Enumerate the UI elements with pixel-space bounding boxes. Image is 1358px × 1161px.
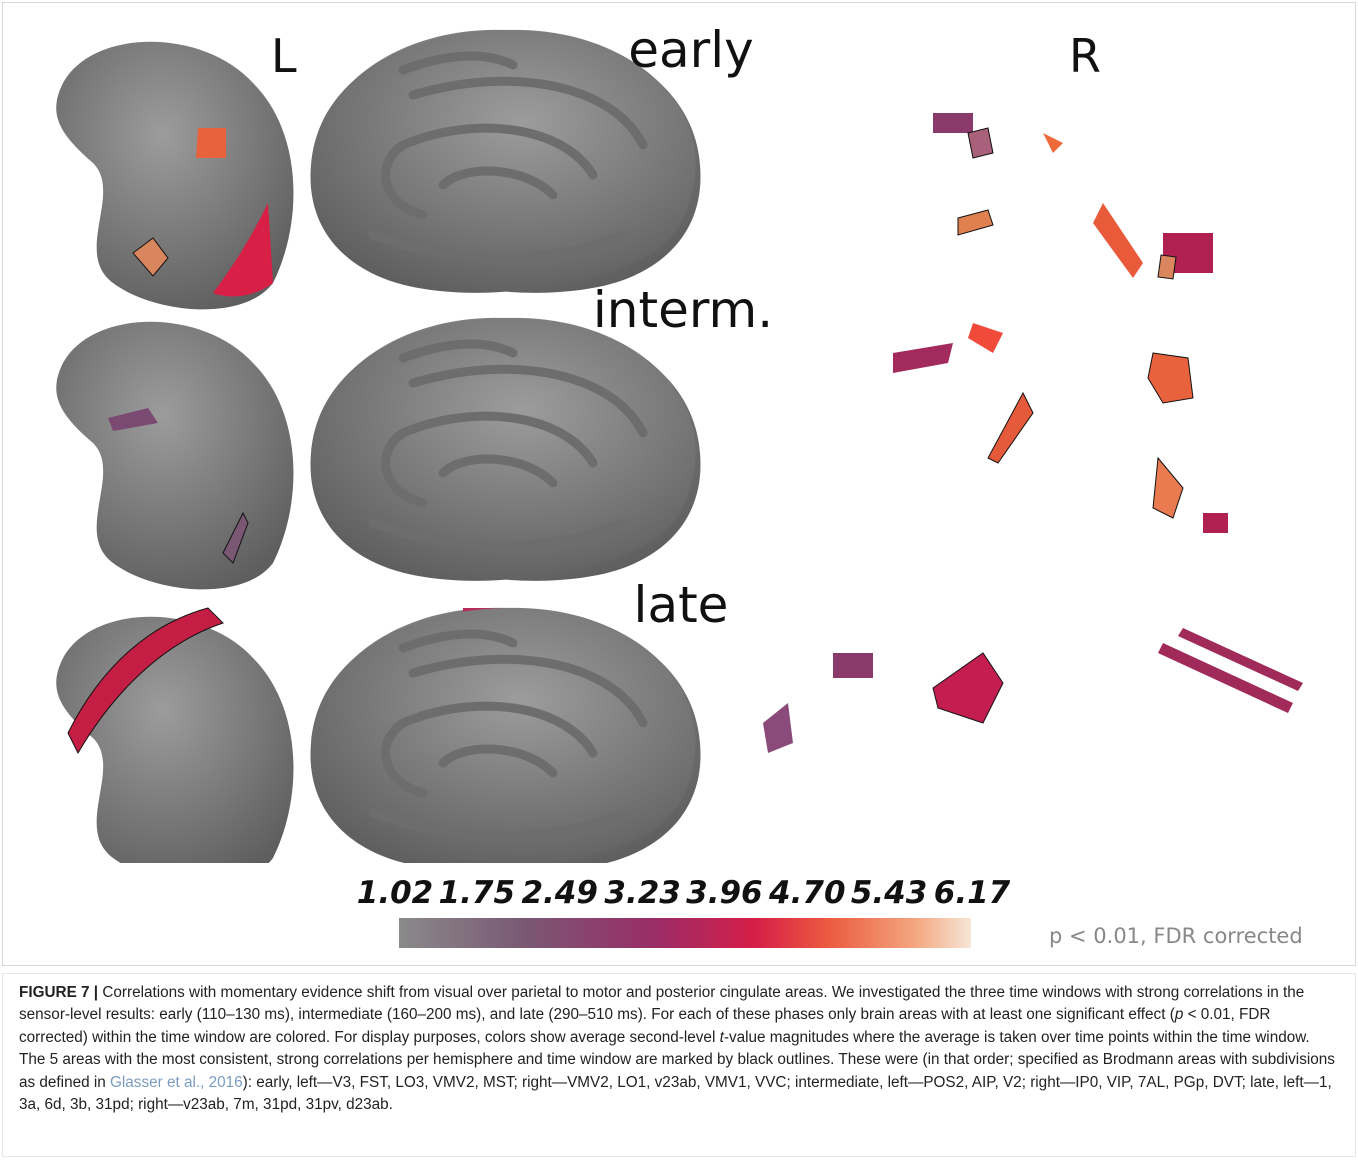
row-label: interm. [592,281,774,339]
caption-text: ): early, left—V3, FST, LO3, VMV2, MST; … [19,1073,1332,1114]
caption-text: < 0.01, FDR corrected) within the time w… [19,1006,1271,1046]
colorbar-tick-label: 1.75 [438,875,516,911]
row-label: late [633,576,729,634]
hemisphere-label: R [1069,29,1101,83]
figure: L R early interm. late 1.02 1.75 2.49 3.23 3… [2,2,1356,966]
colorbar-ticks: 1.02 1.75 2.49 3.23 3.96 4.70 5.43 6.17 [3,875,1355,919]
colorbar-tick-label: 5.43 [850,875,928,911]
colorbar-note: p < 0.01, FDR corrected [1049,924,1303,948]
colorbar-tick-label: 3.96 [686,875,763,911]
citation-link[interactable]: Glasser et al., 2016 [110,1073,243,1091]
colorbar-tick-label: 2.49 [521,875,598,911]
colorbar [399,918,971,948]
caption-text: Correlations with momentary evidence shi… [19,984,1305,1024]
colorbar-tick-label: 3.23 [604,875,681,911]
brain-images [56,29,1303,863]
row-interm [56,317,1228,590]
caption: FIGURE 7 | Correlations with momentary e… [2,973,1356,1157]
hemisphere-label: L [271,29,297,83]
caption-text: -value magnitudes where the average is t… [19,1028,1335,1091]
colorbar-tick-label: 6.17 [933,875,1011,911]
caption-italic: p [1174,1006,1184,1024]
caption-label: FIGURE 7 | [19,984,99,1001]
row-label: early [628,21,754,79]
row-late [56,607,1303,863]
caption-italic: t [719,1028,724,1046]
row-early [56,29,1213,310]
colorbar-tick-label: 1.02 [356,875,434,911]
colorbar-tick-label: 4.70 [769,875,846,911]
